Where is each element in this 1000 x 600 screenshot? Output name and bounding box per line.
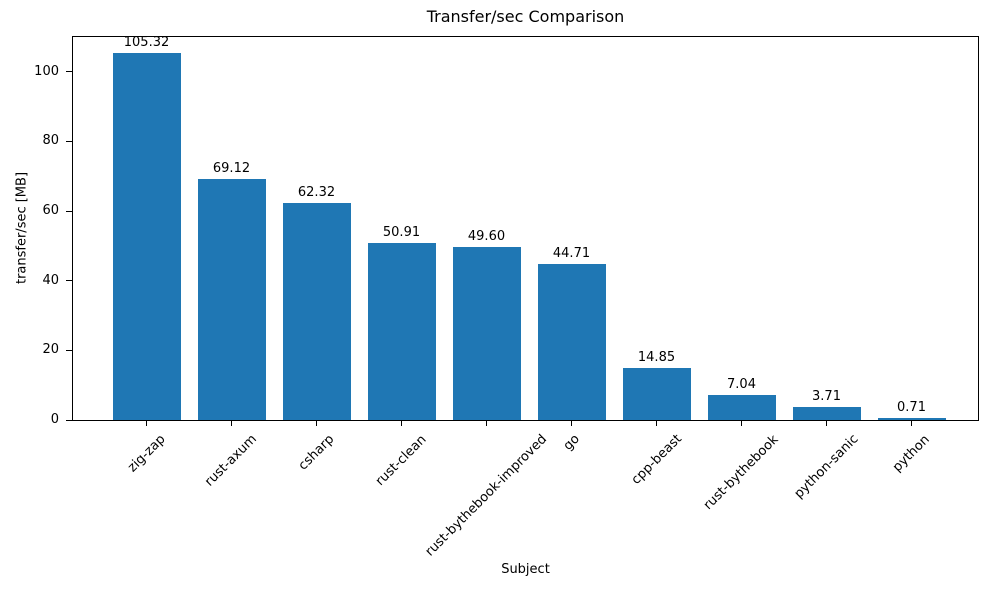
x-tick-mark xyxy=(826,420,827,426)
x-tick-mark xyxy=(656,420,657,426)
y-tick-mark xyxy=(66,140,72,142)
x-tick-mark xyxy=(571,420,572,426)
bar-value-label: 62.32 xyxy=(297,185,336,200)
bar-python xyxy=(877,417,946,420)
bar-zig-zap xyxy=(112,53,181,420)
x-tick-label: rust-bythebook-improved xyxy=(422,431,551,560)
x-tick-mark xyxy=(486,420,487,426)
bar-value-label: 69.12 xyxy=(212,161,251,177)
bar-value-label: 50.91 xyxy=(382,224,421,240)
x-tick-mark xyxy=(231,420,232,426)
x-tick-label: rust-axum xyxy=(202,432,260,490)
bar-python-sanic xyxy=(792,407,861,420)
x-tick-label: rust-clean xyxy=(372,431,430,489)
y-tick-mark xyxy=(66,280,72,282)
y-tick-label: 80 xyxy=(42,133,59,149)
bar-csharp xyxy=(282,203,351,420)
x-tick-label: python xyxy=(890,431,933,475)
x-tick-mark xyxy=(741,420,742,426)
y-tick-label: 40 xyxy=(42,272,59,288)
x-tick-label: cpp-beast xyxy=(628,431,685,489)
x-tick-label: csharp xyxy=(295,432,337,474)
bar-rust-bythebook-improved xyxy=(452,247,521,420)
y-tick-mark xyxy=(66,349,72,351)
y-tick-label: 20 xyxy=(42,342,59,358)
bar-value-label: 49.60 xyxy=(467,229,506,245)
bar-value-label: 3.71 xyxy=(812,389,841,405)
bar-rust-clean xyxy=(367,242,436,420)
bar-rust-bythebook xyxy=(707,395,776,420)
bar-go xyxy=(537,264,606,420)
y-axis-label: transfer/sec [MB] xyxy=(14,171,30,285)
y-tick-label: 60 xyxy=(42,203,59,219)
x-tick-label: rust-bythebook xyxy=(700,431,782,513)
y-tick-mark xyxy=(66,71,72,73)
y-tick-label: 0 xyxy=(50,412,59,427)
x-axis-label: Subject xyxy=(501,562,550,577)
bar-value-label: 14.85 xyxy=(637,350,676,366)
bar-value-label: 0.71 xyxy=(897,399,926,415)
bar-value-label: 105.32 xyxy=(123,35,170,51)
x-tick-mark xyxy=(146,420,147,426)
bar-cpp-beast xyxy=(622,368,691,420)
bar-rust-axum xyxy=(197,179,266,420)
y-tick-mark xyxy=(66,419,72,421)
x-tick-mark xyxy=(316,420,317,426)
x-tick-label: python-sanic xyxy=(791,432,862,502)
x-tick-mark xyxy=(911,420,912,426)
y-tick-label: 100 xyxy=(34,63,59,79)
x-tick-label: zig-zap xyxy=(124,431,169,476)
x-tick-mark xyxy=(401,420,402,426)
bar-value-label: 44.71 xyxy=(552,246,591,262)
chart-title: Transfer/sec Comparison xyxy=(426,7,625,26)
y-tick-mark xyxy=(66,210,72,212)
x-tick-label: go xyxy=(560,431,583,454)
bar-value-label: 7.04 xyxy=(727,377,756,393)
plot-area: 0 20 40 60 80 100 105.32 zig-zap 69.12 rust-axum 6… xyxy=(34,35,979,559)
